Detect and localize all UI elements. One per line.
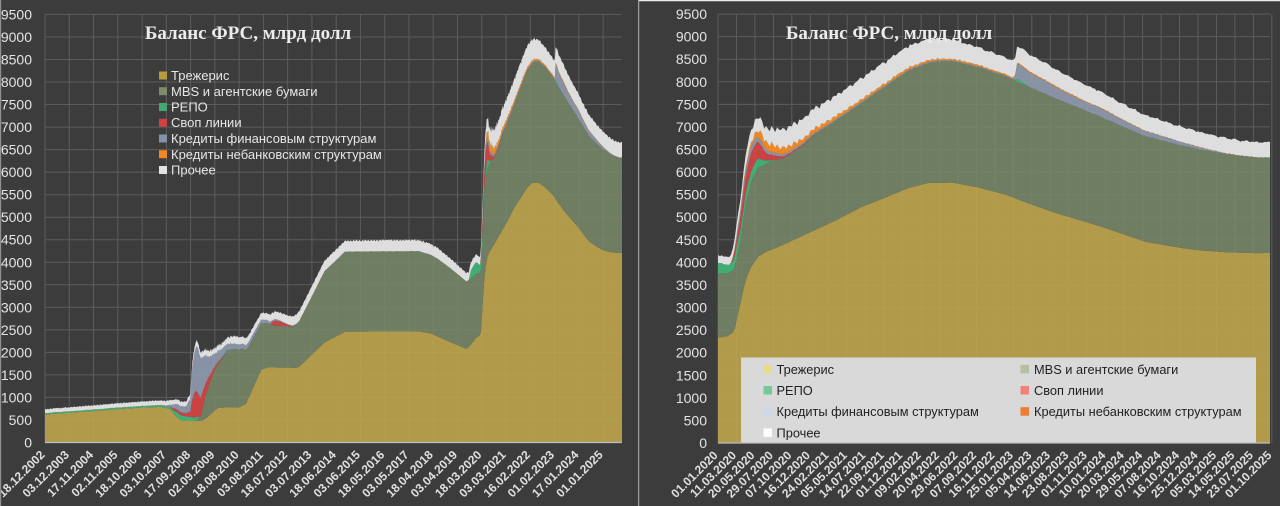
svg-text:Кредиты небанковским структура: Кредиты небанковским структурам (171, 147, 382, 162)
svg-text:РЕПО: РЕПО (171, 100, 208, 115)
svg-text:4000: 4000 (676, 254, 707, 270)
svg-text:Кредиты финансовым структурам: Кредиты финансовым структурам (777, 404, 979, 419)
svg-text:7500: 7500 (1, 97, 32, 113)
svg-text:5500: 5500 (676, 187, 707, 203)
svg-text:2000: 2000 (1, 344, 32, 360)
svg-text:1500: 1500 (1, 367, 32, 383)
svg-text:5000: 5000 (676, 209, 707, 225)
svg-text:500: 500 (684, 412, 708, 428)
svg-text:8500: 8500 (1, 52, 32, 68)
svg-text:8000: 8000 (1, 74, 32, 90)
svg-text:4500: 4500 (676, 232, 707, 248)
svg-text:MBS и агентские бумаги: MBS и агентские бумаги (171, 84, 318, 99)
svg-text:4000: 4000 (1, 254, 32, 270)
svg-text:Своп линии: Своп линии (171, 115, 242, 130)
svg-text:Баланс ФРС, млрд долл: Баланс ФРС, млрд долл (145, 23, 352, 44)
svg-text:9000: 9000 (676, 29, 707, 45)
svg-text:Прочее: Прочее (777, 425, 821, 440)
svg-text:1000: 1000 (676, 390, 707, 406)
svg-text:500: 500 (9, 412, 33, 428)
svg-text:9500: 9500 (676, 6, 707, 22)
svg-text:6500: 6500 (676, 142, 707, 158)
svg-text:3000: 3000 (676, 300, 707, 316)
svg-text:7000: 7000 (676, 119, 707, 135)
svg-text:Баланс ФРС, млрд долл: Баланс ФРС, млрд долл (786, 23, 993, 44)
svg-text:Кредиты финансовым структурам: Кредиты финансовым структурам (171, 131, 377, 146)
svg-text:2000: 2000 (676, 345, 707, 361)
svg-text:8500: 8500 (676, 51, 707, 67)
svg-text:5500: 5500 (1, 187, 32, 203)
svg-text:РЕПО: РЕПО (777, 383, 813, 398)
svg-text:0: 0 (24, 435, 32, 451)
svg-text:3500: 3500 (676, 277, 707, 293)
svg-text:0: 0 (699, 435, 707, 451)
svg-text:MBS и агентские бумаги: MBS и агентские бумаги (1034, 362, 1178, 377)
svg-text:7000: 7000 (1, 119, 32, 135)
svg-text:Прочее: Прочее (171, 163, 216, 178)
svg-text:Кредиты небанковским структура: Кредиты небанковским структурам (1034, 404, 1242, 419)
svg-text:7500: 7500 (676, 96, 707, 112)
svg-text:4500: 4500 (1, 232, 32, 248)
svg-text:5000: 5000 (1, 209, 32, 225)
svg-text:8000: 8000 (676, 74, 707, 90)
svg-text:3500: 3500 (1, 277, 32, 293)
svg-text:9000: 9000 (1, 29, 32, 45)
svg-text:6000: 6000 (1, 164, 32, 180)
svg-text:9500: 9500 (1, 6, 32, 22)
svg-text:Трежерис: Трежерис (777, 362, 835, 377)
svg-text:6500: 6500 (1, 142, 32, 158)
svg-text:1500: 1500 (676, 367, 707, 383)
svg-text:Трежерис: Трежерис (171, 68, 230, 83)
svg-text:3000: 3000 (1, 299, 32, 315)
svg-text:2500: 2500 (1, 322, 32, 338)
svg-text:1000: 1000 (1, 389, 32, 405)
svg-text:2500: 2500 (676, 322, 707, 338)
svg-text:6000: 6000 (676, 164, 707, 180)
svg-text:Своп линии: Своп линии (1034, 383, 1103, 398)
